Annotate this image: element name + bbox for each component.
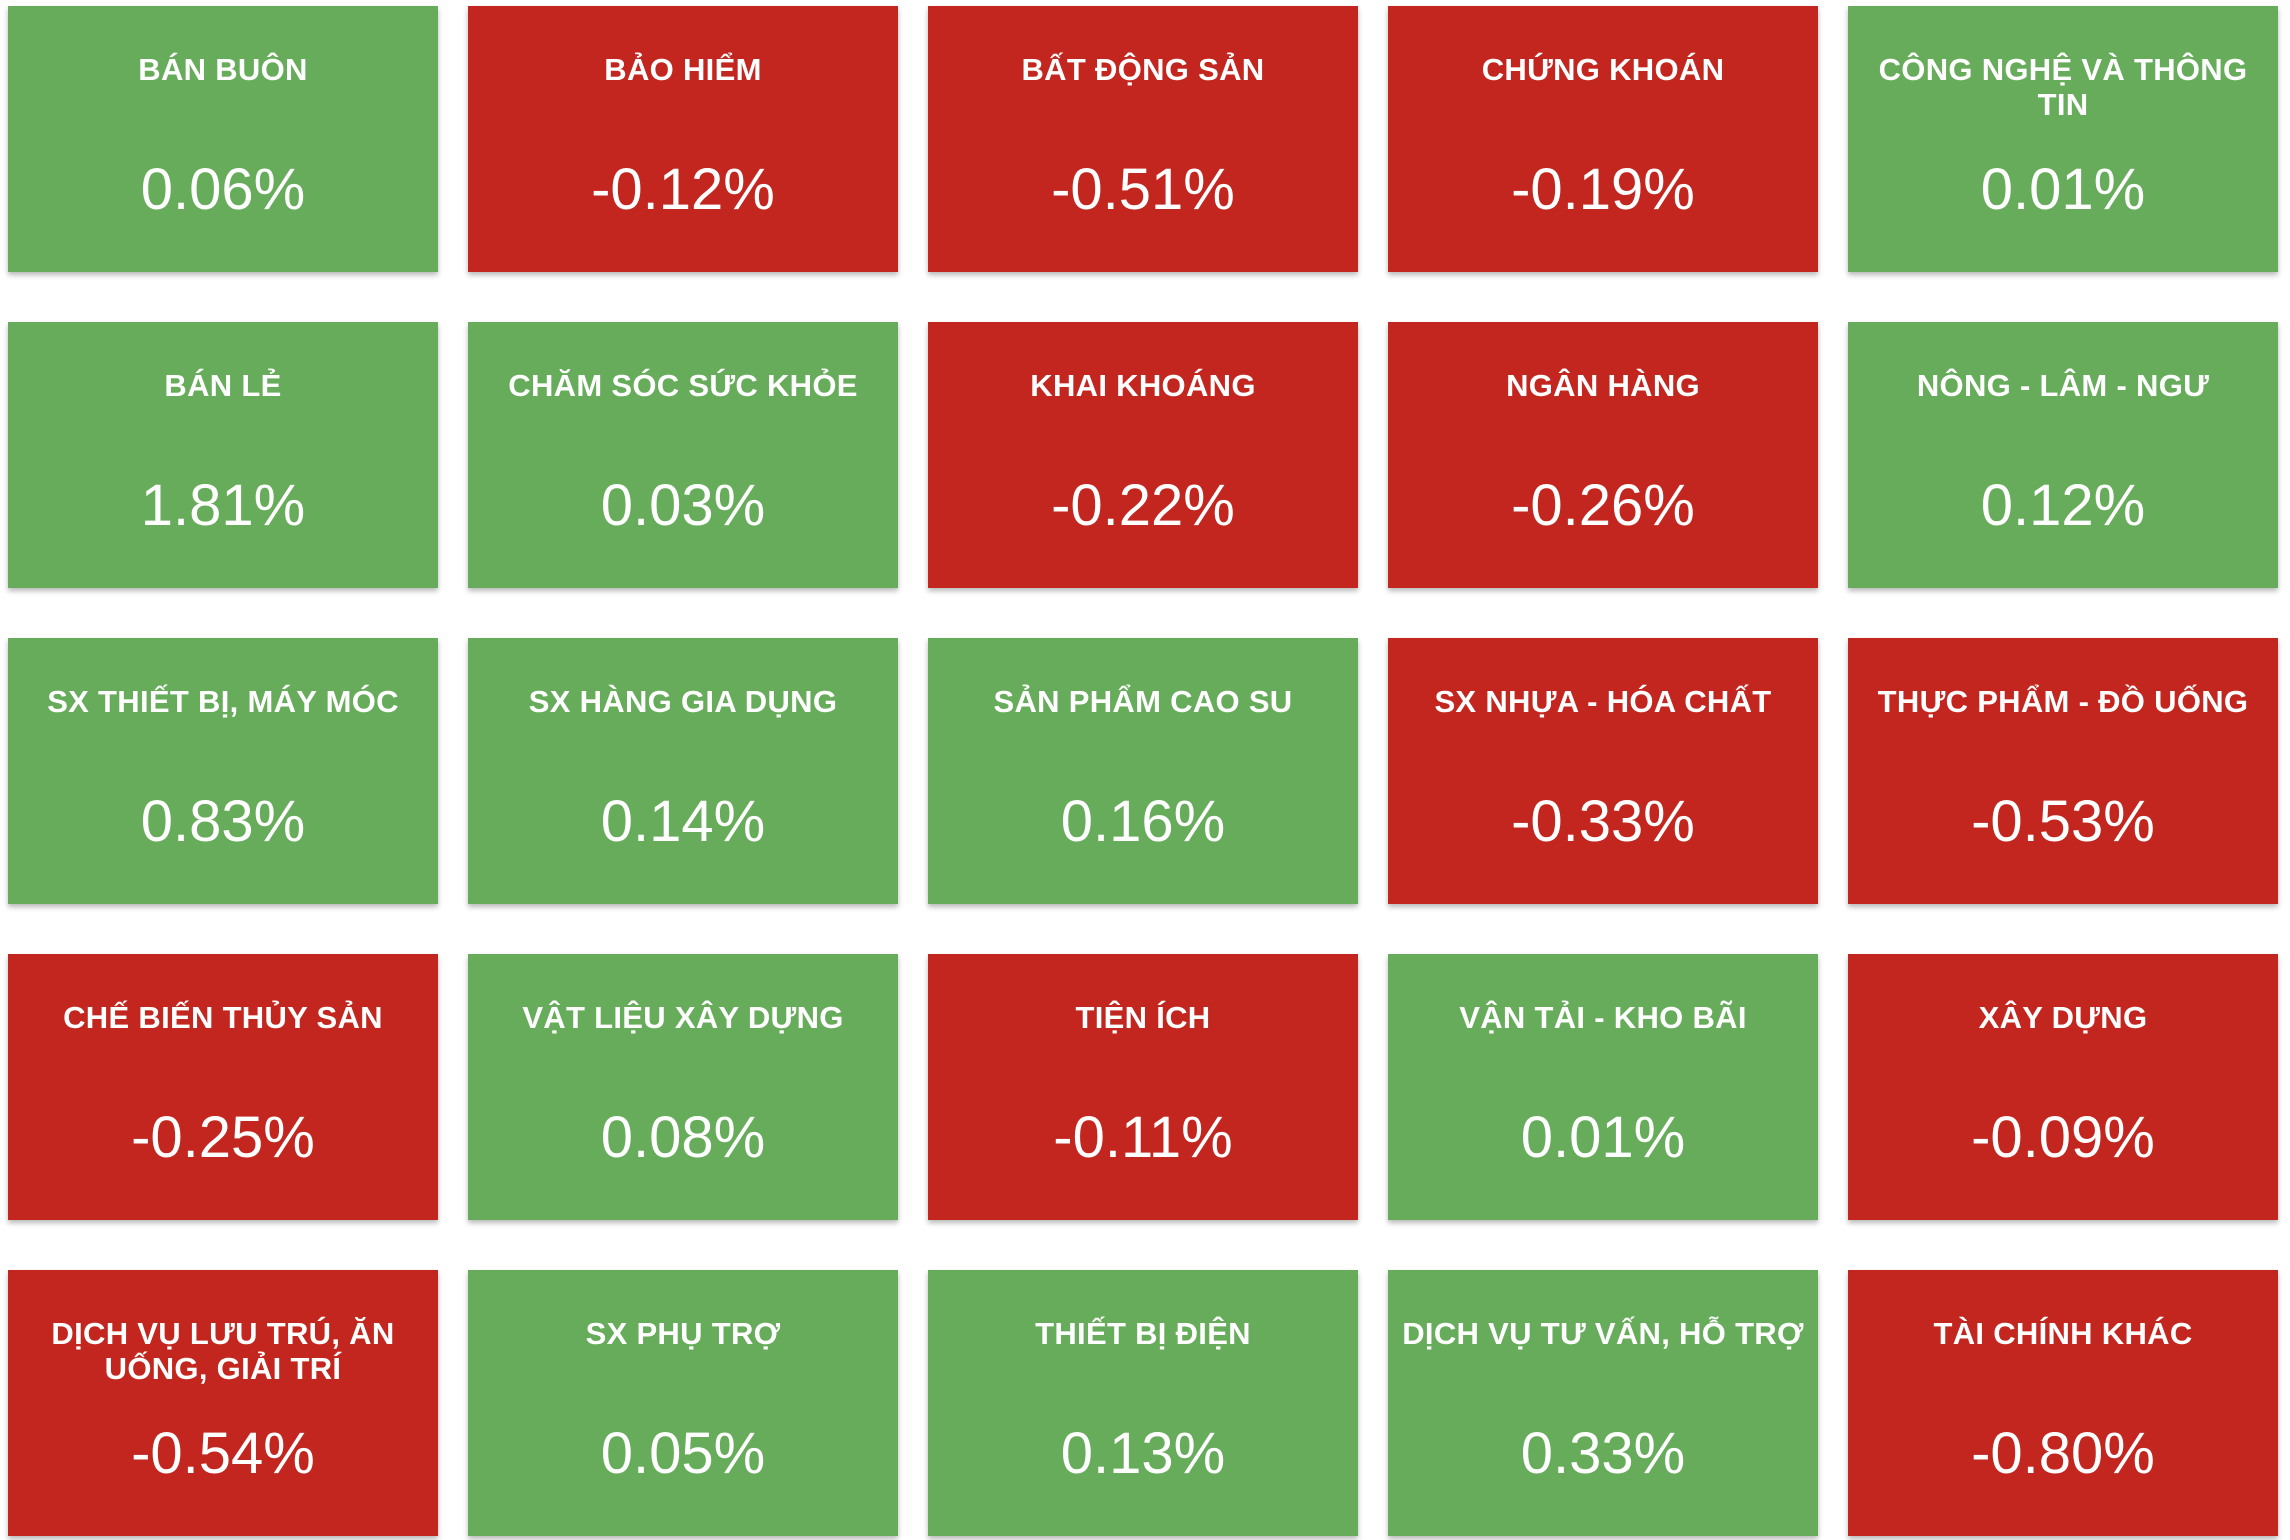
sector-heatmap-grid: BÁN BUÔN 0.06% BẢO HIỂM -0.12% BẤT ĐỘNG SẢN -… (8, 6, 2278, 1536)
sector-name: TIỆN ÍCH (1075, 1000, 1211, 1035)
sector-name: CHẾ BIẾN THỦY SẢN (63, 1000, 383, 1035)
sector-name: BẢO HIỂM (604, 52, 762, 87)
sector-change-value: -0.54% (131, 1421, 315, 1486)
sector-tile[interactable]: TÀI CHÍNH KHÁC -0.80% (1848, 1270, 2278, 1536)
sector-name: SX THIẾT BỊ, MÁY MÓC (47, 684, 399, 719)
sector-name: VẬT LIỆU XÂY DỰNG (522, 1000, 844, 1035)
sector-change-value: 0.16% (1060, 789, 1226, 854)
sector-change-value: -0.53% (1971, 789, 2155, 854)
sector-tile[interactable]: BẢO HIỂM -0.12% (468, 6, 898, 272)
sector-name: CÔNG NGHỆ VÀ THÔNG TIN (1878, 52, 2248, 122)
sector-name: BÁN LẺ (164, 368, 282, 403)
sector-tile[interactable]: KHAI KHOÁNG -0.22% (928, 322, 1358, 588)
sector-tile[interactable]: SX PHỤ TRỢ 0.05% (468, 1270, 898, 1536)
sector-name: SX PHỤ TRỢ (585, 1316, 781, 1351)
sector-change-value: 0.33% (1520, 1421, 1686, 1486)
sector-name: DỊCH VỤ LƯU TRÚ, ĂN UỐNG, GIẢI TRÍ (51, 1316, 395, 1386)
sector-tile[interactable]: VẬN TẢI - KHO BÃI 0.01% (1388, 954, 1818, 1220)
sector-name: CHĂM SÓC SỨC KHỎE (508, 368, 858, 403)
sector-tile[interactable]: SX HÀNG GIA DỤNG 0.14% (468, 638, 898, 904)
sector-tile[interactable]: CHẾ BIẾN THỦY SẢN -0.25% (8, 954, 438, 1220)
sector-change-value: -0.19% (1511, 157, 1695, 222)
sector-change-value: 0.01% (1980, 157, 2146, 222)
sector-tile[interactable]: DỊCH VỤ LƯU TRÚ, ĂN UỐNG, GIẢI TRÍ -0.54% (8, 1270, 438, 1536)
sector-change-value: 0.13% (1060, 1421, 1226, 1486)
sector-tile[interactable]: CÔNG NGHỆ VÀ THÔNG TIN 0.01% (1848, 6, 2278, 272)
sector-tile[interactable]: DỊCH VỤ TƯ VẤN, HỖ TRỢ 0.33% (1388, 1270, 1818, 1536)
sector-name: XÂY DỰNG (1978, 1000, 2148, 1035)
sector-name: SX NHỰA - HÓA CHẤT (1434, 684, 1772, 719)
sector-tile[interactable]: SX NHỰA - HÓA CHẤT -0.33% (1388, 638, 1818, 904)
sector-name: SX HÀNG GIA DỤNG (528, 684, 838, 719)
sector-change-value: -0.09% (1971, 1105, 2155, 1170)
sector-name: NÔNG - LÂM - NGƯ (1916, 368, 2210, 403)
sector-change-value: -0.51% (1051, 157, 1235, 222)
sector-name: BẤT ĐỘNG SẢN (1021, 52, 1265, 87)
sector-change-value: 0.03% (600, 473, 766, 538)
sector-change-value: -0.80% (1971, 1421, 2155, 1486)
sector-change-value: 0.05% (600, 1421, 766, 1486)
sector-change-value: -0.26% (1511, 473, 1695, 538)
sector-name: TÀI CHÍNH KHÁC (1933, 1316, 2193, 1351)
sector-tile[interactable]: VẬT LIỆU XÂY DỰNG 0.08% (468, 954, 898, 1220)
sector-name: SẢN PHẨM CAO SU (993, 684, 1293, 719)
sector-tile[interactable]: BẤT ĐỘNG SẢN -0.51% (928, 6, 1358, 272)
sector-change-value: -0.25% (131, 1105, 315, 1170)
sector-tile[interactable]: BÁN BUÔN 0.06% (8, 6, 438, 272)
sector-tile[interactable]: XÂY DỰNG -0.09% (1848, 954, 2278, 1220)
sector-tile[interactable]: SX THIẾT BỊ, MÁY MÓC 0.83% (8, 638, 438, 904)
sector-tile[interactable]: CHỨNG KHOÁN -0.19% (1388, 6, 1818, 272)
sector-name: DỊCH VỤ TƯ VẤN, HỖ TRỢ (1402, 1316, 1804, 1351)
sector-change-value: 0.14% (600, 789, 766, 854)
sector-name: THIẾT BỊ ĐIỆN (1035, 1316, 1251, 1351)
sector-name: BÁN BUÔN (138, 52, 308, 87)
sector-change-value: 0.06% (140, 157, 306, 222)
sector-tile[interactable]: NÔNG - LÂM - NGƯ 0.12% (1848, 322, 2278, 588)
sector-tile[interactable]: THIẾT BỊ ĐIỆN 0.13% (928, 1270, 1358, 1536)
sector-name: VẬN TẢI - KHO BÃI (1459, 1000, 1747, 1035)
sector-tile[interactable]: BÁN LẺ 1.81% (8, 322, 438, 588)
sector-change-value: 0.08% (600, 1105, 766, 1170)
sector-change-value: -0.33% (1511, 789, 1695, 854)
sector-change-value: 1.81% (140, 473, 306, 538)
sector-change-value: 0.83% (140, 789, 306, 854)
sector-tile[interactable]: THỰC PHẨM - ĐỒ UỐNG -0.53% (1848, 638, 2278, 904)
sector-change-value: 0.12% (1980, 473, 2146, 538)
sector-tile[interactable]: TIỆN ÍCH -0.11% (928, 954, 1358, 1220)
sector-name: CHỨNG KHOÁN (1481, 52, 1725, 87)
sector-tile[interactable]: SẢN PHẨM CAO SU 0.16% (928, 638, 1358, 904)
sector-name: KHAI KHOÁNG (1030, 368, 1256, 403)
sector-tile[interactable]: CHĂM SÓC SỨC KHỎE 0.03% (468, 322, 898, 588)
sector-tile[interactable]: NGÂN HÀNG -0.26% (1388, 322, 1818, 588)
sector-change-value: -0.22% (1051, 473, 1235, 538)
sector-change-value: 0.01% (1520, 1105, 1686, 1170)
sector-change-value: -0.12% (591, 157, 775, 222)
sector-change-value: -0.11% (1053, 1105, 1233, 1170)
sector-name: THỰC PHẨM - ĐỒ UỐNG (1877, 684, 2249, 719)
sector-name: NGÂN HÀNG (1506, 368, 1700, 403)
